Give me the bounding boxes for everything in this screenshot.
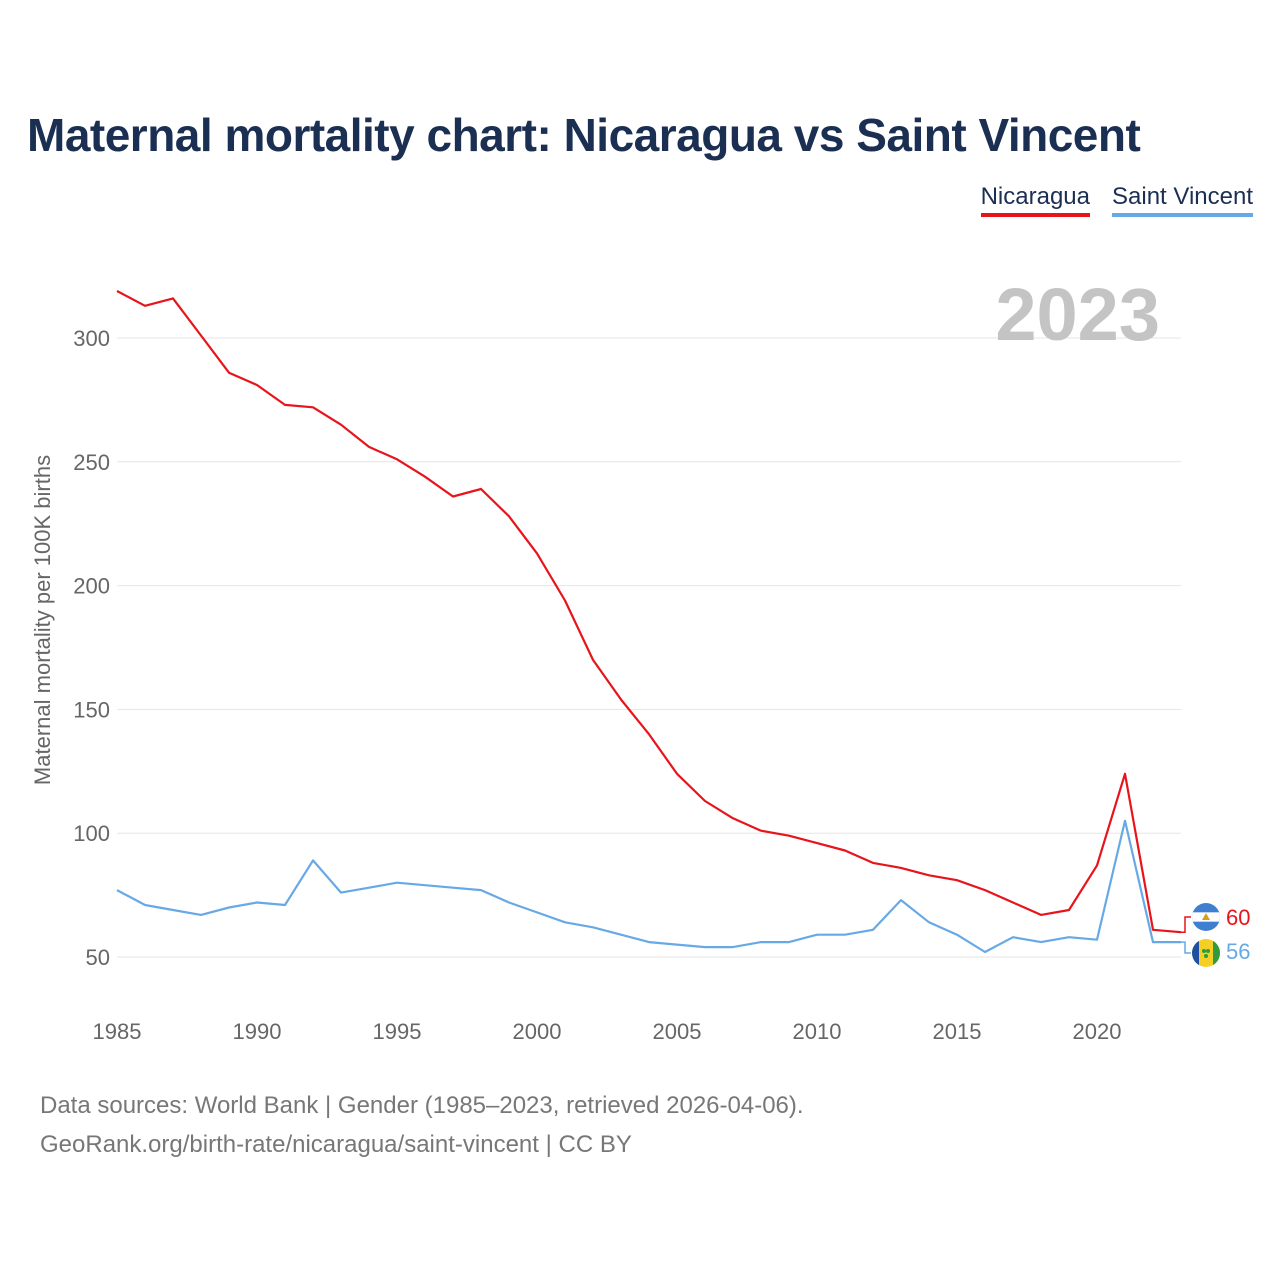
legend-item-nicaragua[interactable]: Nicaragua: [980, 183, 1090, 217]
source-note: Data sources: World Bank | Gender (1985–…: [40, 1086, 804, 1164]
y-tick-label: 50: [86, 945, 110, 970]
x-tick-label: 1985: [93, 1019, 142, 1044]
legend: Nicaragua Saint Vincent: [980, 183, 1253, 217]
y-tick-label: 300: [73, 326, 110, 351]
source-line-2: GeoRank.org/birth-rate/nicaragua/saint-v…: [40, 1131, 632, 1158]
page-title: Maternal mortality chart: Nicaragua vs S…: [27, 109, 1141, 161]
x-tick-label: 2020: [1073, 1019, 1122, 1044]
year-marker: 2023: [995, 273, 1160, 356]
y-tick-label: 250: [73, 450, 110, 475]
nicaragua-flag-icon: [1192, 903, 1220, 931]
series-line-nicaragua: [116, 290, 1182, 934]
end-label-saint-vincent: 56: [1226, 939, 1250, 964]
legend-item-saint-vincent[interactable]: Saint Vincent: [1112, 183, 1253, 217]
y-tick-label: 100: [73, 821, 110, 846]
x-tick-label: 2010: [793, 1019, 842, 1044]
series-line-saint-vincent: [116, 819, 1181, 954]
connector-saint-vincent: [1181, 941, 1191, 954]
end-label-nicaragua: 60: [1226, 905, 1250, 930]
saint-vincent-flag-icon: [1192, 939, 1220, 967]
connector-nicaragua: [1181, 916, 1191, 933]
x-tick-label: 2000: [513, 1019, 562, 1044]
source-line-1: Data sources: World Bank | Gender (1985–…: [40, 1092, 804, 1119]
x-tick-label: 2015: [933, 1019, 982, 1044]
x-tick-label: 2005: [653, 1019, 702, 1044]
series-lines: [116, 290, 1182, 954]
y-tick-label: 200: [73, 574, 110, 599]
x-axis-ticks: 1985 1990 1995 2000 2005 2010 2015 2020: [93, 1019, 1122, 1044]
x-tick-label: 1990: [233, 1019, 282, 1044]
x-tick-label: 1995: [373, 1019, 422, 1044]
gridlines: [117, 337, 1181, 958]
y-axis-ticks: 50 100 150 200 250 300: [73, 326, 110, 970]
y-tick-label: 150: [73, 697, 110, 722]
y-axis-label: Maternal mortality per 100K births: [30, 455, 55, 785]
